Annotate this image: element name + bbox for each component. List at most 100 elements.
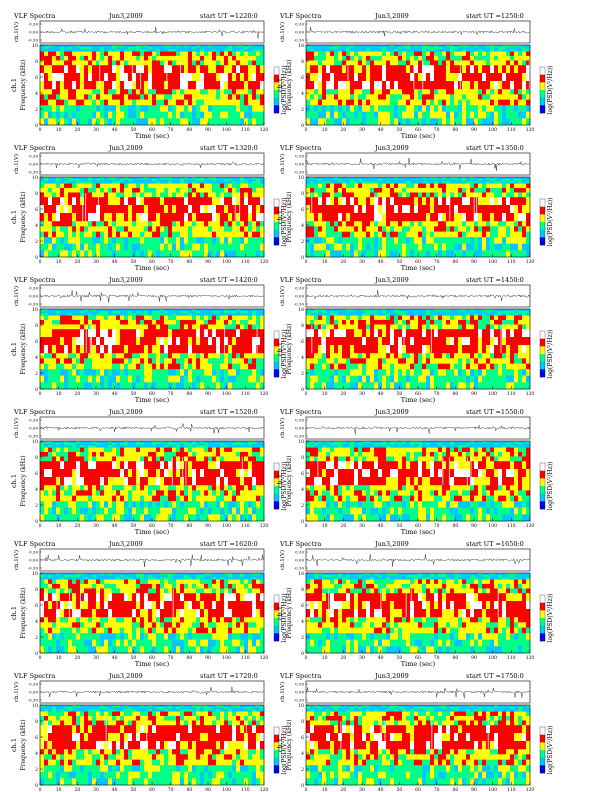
- spectrogram-cell: [510, 221, 515, 227]
- spectrogram-cell: [350, 221, 355, 227]
- spectrogram-cell: [260, 315, 265, 321]
- spectrogram-cell: [208, 213, 213, 222]
- spectrogram-cell: [240, 315, 245, 321]
- spectrogram-cell: [422, 60, 427, 66]
- spectrogram-cell: [144, 99, 149, 106]
- spectrogram-cell: [314, 55, 319, 61]
- spectrogram-cell: [56, 250, 61, 258]
- spectrogram-cell: [362, 375, 367, 383]
- spectrogram-cell: [40, 99, 45, 106]
- spectrogram-cell: [68, 60, 73, 66]
- spectrogram-cell: [136, 205, 141, 214]
- spectrogram-cell: [522, 205, 527, 214]
- spectrogram-cell: [124, 181, 129, 184]
- spectrogram-cell: [84, 89, 89, 95]
- spectrogram-cell: [330, 89, 335, 95]
- spectrogram-cell: [366, 94, 371, 100]
- spectrogram-cell: [306, 324, 311, 330]
- spectrogram-cell: [358, 329, 363, 338]
- spectrogram-cell: [342, 94, 347, 100]
- spectrogram-cell: [402, 315, 407, 321]
- spectrogram-cell: [470, 47, 475, 50]
- spectrogram-cell: [164, 55, 169, 61]
- spectrogram-cell: [60, 187, 65, 193]
- spectrogram-gap: [473, 193, 475, 221]
- spectrogram-cell: [462, 226, 467, 232]
- spectrogram-cell: [224, 118, 229, 126]
- spectrogram-cell: [120, 319, 125, 325]
- spectrogram-cell: [390, 363, 395, 370]
- spectrogram-cell: [100, 51, 105, 57]
- spectrogram-cell: [220, 89, 225, 95]
- spectrogram-cell: [434, 55, 439, 61]
- spectrogram-cell: [306, 315, 311, 321]
- spectrogram-cell: [188, 315, 193, 321]
- spectrogram-cell: [128, 89, 133, 95]
- spectrogram-cell: [362, 111, 367, 119]
- spectrogram-cell: [188, 192, 193, 198]
- spectrogram-cell: [96, 324, 101, 330]
- spectrogram-cell: [168, 55, 173, 61]
- signal-frame: [39, 284, 265, 308]
- spectrogram-cell: [498, 99, 503, 106]
- spectrogram-cell: [140, 197, 145, 206]
- spectrogram-cell: [80, 243, 85, 251]
- spectrogram-cell: [244, 183, 249, 189]
- time-axis-label: Time (sec): [401, 264, 436, 272]
- spectrogram-cell: [128, 177, 133, 180]
- spectrogram-cell: [470, 243, 475, 251]
- spectrogram-cell: [306, 177, 311, 180]
- spectrogram-cell: [208, 111, 213, 119]
- spectrogram-cell: [84, 237, 89, 244]
- spectrogram-cell: [306, 311, 311, 314]
- spectrogram-cell: [116, 179, 121, 182]
- spectrogram-cell: [306, 179, 311, 182]
- spectrogram-cell: [108, 183, 113, 189]
- spectrogram-cell: [386, 205, 391, 214]
- spectrogram-cell: [260, 81, 265, 90]
- spectrogram-cell: [442, 237, 447, 244]
- spectrogram-cell: [458, 179, 463, 182]
- spectrogram-cell: [470, 89, 475, 95]
- spectrogram-cell: [204, 118, 209, 126]
- spectrogram-cell: [180, 250, 185, 258]
- spectrogram-cell: [176, 183, 181, 189]
- spectrogram-cell: [220, 183, 225, 189]
- spectrogram-cell: [140, 73, 145, 82]
- spectrogram-cell: [418, 375, 423, 383]
- spectrogram-cell: [410, 353, 415, 359]
- spectrogram-cell: [326, 375, 331, 383]
- spectrogram-cell: [52, 81, 57, 90]
- spectrogram-cell: [374, 324, 379, 330]
- spectrogram-cell: [236, 181, 241, 184]
- spectrogram-cell: [374, 313, 379, 316]
- spectrogram-cell: [88, 65, 93, 74]
- spectrogram-cell: [84, 315, 89, 321]
- spectrogram-cell: [168, 231, 173, 238]
- spectrogram-cell: [350, 183, 355, 189]
- spectrogram-cell: [414, 89, 419, 95]
- spectrogram-cell: [498, 51, 503, 57]
- spectrogram-cell: [128, 231, 133, 238]
- spectrogram-cell: [406, 313, 411, 316]
- spectrogram-cell: [474, 73, 479, 82]
- spectrogram-cell: [370, 89, 375, 95]
- spectrogram-cell: [52, 60, 57, 66]
- spectrogram-cell: [422, 94, 427, 100]
- spectrogram-cell: [406, 111, 411, 119]
- spectrogram-cell: [56, 329, 61, 338]
- spectrogram-cell: [80, 231, 85, 238]
- spectrogram-cell: [152, 375, 157, 383]
- spectrogram-cell: [100, 197, 105, 206]
- spectrogram-cell: [64, 49, 69, 52]
- spectrogram-cell: [418, 213, 423, 222]
- spectrogram-cell: [180, 55, 185, 61]
- spectrogram-cell: [172, 197, 177, 206]
- time-tick-label: 60: [149, 391, 155, 397]
- spectrogram-cell: [494, 187, 499, 193]
- spectrogram-cell: [362, 329, 367, 338]
- spectrogram-cell: [60, 73, 65, 82]
- spectrogram-cell: [140, 179, 145, 182]
- spectrogram-cell: [196, 181, 201, 184]
- spectrogram-cell: [40, 213, 45, 222]
